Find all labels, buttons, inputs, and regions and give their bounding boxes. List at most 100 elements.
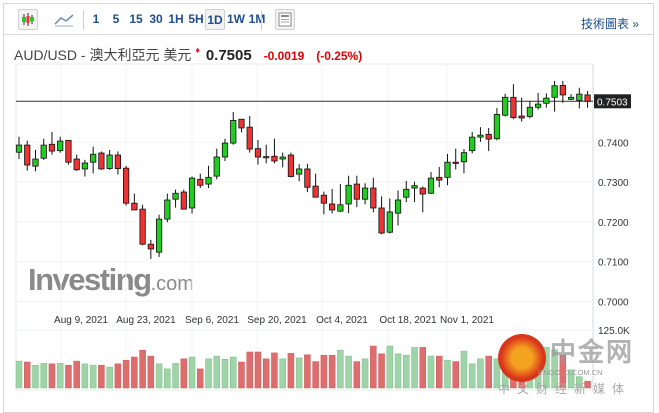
volume-bar (394, 353, 402, 389)
candle (287, 152, 295, 178)
interval-1-button[interactable]: 1 (92, 12, 100, 26)
volume-bar (238, 361, 245, 389)
candle-body (460, 152, 468, 163)
volume-bar (147, 355, 155, 389)
candle-body (221, 142, 229, 158)
candle-body (114, 154, 121, 169)
chart-report-button[interactable] (275, 9, 295, 30)
volume-bar (411, 347, 418, 389)
volume-bar (114, 363, 122, 389)
interval-1d-button[interactable]: 1D (205, 9, 225, 30)
volume-bar (353, 361, 361, 389)
candle (24, 140, 31, 171)
candle (296, 164, 303, 182)
volume-bar (106, 366, 113, 389)
candle-body (386, 211, 393, 233)
candle (551, 81, 558, 112)
candle-body (279, 156, 286, 160)
candle-body (106, 154, 113, 169)
candle-body (188, 177, 196, 209)
date-tick-label: Sep 20, 2021 (247, 315, 307, 326)
candle-body (123, 167, 130, 204)
candle-body (543, 97, 550, 104)
candle-body (535, 103, 542, 108)
volume-bar (164, 368, 171, 389)
candle (147, 239, 154, 259)
candlestick-chart-button[interactable] (18, 9, 38, 30)
candle (526, 100, 533, 119)
interval-5-button[interactable]: 5 (112, 12, 120, 26)
date-tick-label: Oct 4, 2021 (316, 315, 368, 326)
candle (460, 149, 468, 174)
candle (485, 127, 492, 152)
candle (493, 108, 501, 141)
volume-bar (229, 356, 237, 389)
candle-body (551, 85, 558, 98)
volume-bar (40, 363, 47, 389)
volume-bar (197, 368, 204, 389)
candle (304, 163, 311, 193)
down-arrow-icon: ♦ (195, 45, 200, 55)
candle-body (469, 136, 476, 152)
cngold-watermark: 中金网 CNGOLD.COM.CN 中文财经新媒体 (498, 332, 658, 406)
candle (403, 180, 410, 202)
candle (254, 139, 262, 165)
candle-body (312, 185, 319, 198)
candle-body (48, 143, 56, 152)
candle-body (287, 154, 295, 177)
date-tick-label: Aug 9, 2021 (54, 315, 108, 326)
date-tick-label: Aug 23, 2021 (116, 315, 176, 326)
candle-body (567, 96, 575, 100)
volume-bar (205, 358, 212, 389)
volume-bar (139, 349, 146, 389)
candle (345, 175, 352, 214)
interval-5h-button[interactable]: 5H (188, 12, 204, 26)
volume-bar (477, 358, 484, 389)
volume-bar (427, 355, 435, 389)
candle (65, 139, 72, 165)
volume-bar (89, 364, 97, 389)
price-tick-label: 0.7100 (598, 258, 629, 269)
candle (205, 165, 212, 189)
candle (238, 118, 245, 133)
chart-toolbar: 1 5 15 30 1H 5H 1D 1W 1M 技術圖表 » (4, 4, 653, 35)
candle (131, 193, 138, 211)
candle (221, 138, 229, 161)
volume-bar (131, 356, 138, 389)
candle (263, 144, 270, 164)
candle (312, 173, 319, 198)
candle-body (403, 188, 410, 198)
candle (394, 190, 402, 226)
volume-bar (370, 345, 377, 389)
candle-body (98, 152, 105, 170)
candle-body (238, 118, 245, 129)
candle (353, 175, 360, 208)
price-tick-label: 0.7300 (598, 178, 629, 189)
candle (188, 176, 196, 214)
interval-15-button[interactable]: 15 (129, 12, 143, 26)
volume-bar (559, 354, 567, 389)
interval-30-button[interactable]: 30 (149, 12, 163, 26)
candle-body (329, 203, 336, 211)
candle-body (180, 191, 187, 210)
date-tick-label: Oct 18, 2021 (379, 315, 437, 326)
volume-bar (65, 364, 72, 389)
candle-body (353, 183, 360, 200)
candle-body (378, 207, 385, 234)
candle-body (213, 156, 220, 177)
symbol-title: AUD/USD - 澳大利亞元 美元 (14, 47, 192, 63)
candle (197, 173, 204, 189)
line-chart-button[interactable] (52, 9, 76, 30)
candle (444, 153, 451, 186)
volume-bar (345, 355, 352, 389)
candle (114, 151, 121, 175)
volume-bar (287, 353, 295, 389)
technical-chart-link[interactable]: 技術圖表 » (580, 17, 639, 31)
interval-1h-button[interactable]: 1H (168, 12, 184, 26)
candle-body (90, 153, 97, 163)
price-tick-label: 0.7400 (598, 138, 629, 149)
candle-body (32, 158, 39, 167)
volume-bar (312, 361, 319, 389)
interval-1w-button[interactable]: 1W (227, 12, 245, 26)
